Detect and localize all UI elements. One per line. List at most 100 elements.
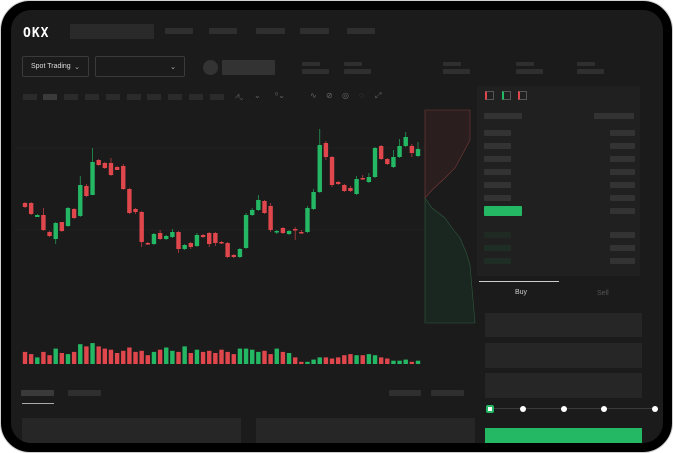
filter-button[interactable] [431,390,464,396]
fx-icon[interactable]: ⁰⌄ [275,91,285,100]
sell-tab[interactable]: Sell [597,290,609,297]
candle-body [194,235,200,246]
book-view-bids-icon[interactable] [502,91,511,100]
slider-mark[interactable] [520,406,526,412]
history-tab[interactable] [68,390,101,396]
candle-body [409,146,415,153]
volume-bar [342,355,347,364]
candle-body [311,192,316,209]
candle-body [84,186,89,196]
book-size [610,232,635,238]
slider-mark[interactable] [652,406,658,412]
stat-value [577,69,604,74]
volume-bar [378,357,384,364]
timeframe-button[interactable] [43,94,57,100]
total-input[interactable] [485,373,642,398]
settings-icon[interactable]: ◎ [342,91,349,100]
orders-tab[interactable] [21,390,54,396]
active-tab-underline [22,403,54,404]
timeframe-button[interactable] [23,94,37,100]
book-price [484,182,511,188]
candle-body [360,178,365,180]
candle-body [335,182,341,184]
slider-mark[interactable] [601,406,607,412]
volume-bar [262,350,267,364]
volume-bar [256,351,261,364]
book-view-both-icon[interactable] [485,91,494,100]
slider-handle[interactable] [486,405,494,413]
volume-bar [114,353,120,364]
volume-bar [22,351,28,364]
camera-icon[interactable]: ◌ [359,91,364,100]
candle-body [280,228,286,233]
nav-item[interactable] [300,28,329,34]
volume-bar [250,349,255,364]
book-size [610,143,635,149]
candle-body [139,212,144,242]
timeframe-button[interactable] [106,94,120,100]
candle-body [207,233,212,244]
filter-button[interactable] [389,390,421,396]
volume-bar [133,351,138,364]
volume-bar [65,354,71,364]
amount-input[interactable] [485,343,642,368]
candle-body [213,233,218,243]
fullscreen-icon[interactable]: ⤢ [375,91,382,100]
volume-bar [317,357,322,364]
search-bar[interactable] [70,24,154,39]
volume-bar [286,353,292,364]
candle-body [317,145,322,192]
price-input[interactable] [485,313,642,337]
buy-button[interactable] [485,428,642,443]
chart-type-icon[interactable]: ⌄ [254,91,261,100]
candle-body [114,167,120,170]
volume-bar [102,348,108,364]
book-size [610,130,635,136]
slider-mark[interactable] [561,406,567,412]
nav-item[interactable] [209,28,237,34]
timeframe-button[interactable] [127,94,141,100]
candle-body [188,243,193,247]
volume-bar [90,343,95,364]
book-price [484,232,511,238]
volume-bar [28,354,34,364]
pair-dropdown[interactable]: ⌄ [95,56,185,77]
volume-bar [145,355,151,364]
volume-bar [176,351,181,364]
candle-body [299,232,304,234]
nav-item[interactable] [347,28,375,34]
timeframe-button[interactable] [64,94,78,100]
volume-bar [84,346,89,364]
indicator-icon[interactable]: ⩘⌄ [235,91,244,100]
timeframe-button[interactable] [168,94,182,100]
volume-bar [323,357,329,364]
volume-bar [207,350,212,364]
volume-bar [225,351,230,364]
volume-bar [415,360,421,364]
volume-bar [78,344,83,364]
nav-item[interactable] [256,28,285,34]
buy-tab[interactable]: Buy [515,289,528,296]
timeframe-button[interactable] [210,94,224,100]
book-price [484,143,511,149]
leverage-slider-track[interactable] [489,408,657,409]
candle-body [237,249,243,257]
line-tool-icon[interactable]: ∿ [310,91,317,100]
book-view-asks-icon[interactable] [518,91,527,100]
timeframe-button[interactable] [85,94,99,100]
candle-body [348,188,353,191]
draw-icon[interactable]: ⊘ [326,91,333,100]
volume-bar [59,353,65,364]
candle-body [268,206,273,230]
volume-bar [96,346,101,364]
candle-body [71,209,77,218]
timeframe-button[interactable] [189,94,203,100]
nav-item[interactable] [165,28,193,34]
spot-trading-dropdown[interactable]: Spot Trading ⌄ [22,56,89,77]
candle-body [262,201,267,213]
volume-bar [280,351,286,364]
timeframe-button[interactable] [147,94,161,100]
book-size [610,195,635,201]
volume-bar [385,358,390,364]
